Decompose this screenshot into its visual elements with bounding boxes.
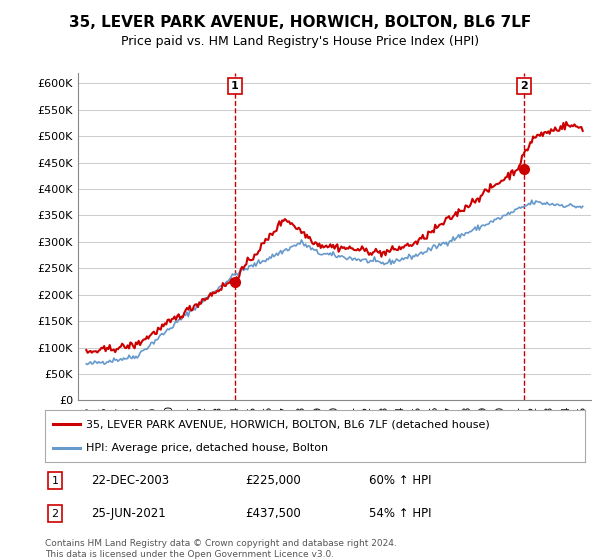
Text: 25-JUN-2021: 25-JUN-2021 bbox=[91, 507, 166, 520]
Text: HPI: Average price, detached house, Bolton: HPI: Average price, detached house, Bolt… bbox=[86, 443, 328, 453]
Text: 2: 2 bbox=[521, 81, 529, 91]
Text: 35, LEVER PARK AVENUE, HORWICH, BOLTON, BL6 7LF: 35, LEVER PARK AVENUE, HORWICH, BOLTON, … bbox=[69, 15, 531, 30]
Text: £225,000: £225,000 bbox=[245, 474, 301, 487]
Text: Contains HM Land Registry data © Crown copyright and database right 2024.
This d: Contains HM Land Registry data © Crown c… bbox=[45, 539, 397, 559]
Text: 54% ↑ HPI: 54% ↑ HPI bbox=[369, 507, 431, 520]
Text: 22-DEC-2003: 22-DEC-2003 bbox=[91, 474, 169, 487]
Text: 2: 2 bbox=[52, 508, 59, 519]
Text: £437,500: £437,500 bbox=[245, 507, 301, 520]
Text: 60% ↑ HPI: 60% ↑ HPI bbox=[369, 474, 431, 487]
Text: 1: 1 bbox=[52, 475, 58, 486]
Text: 1: 1 bbox=[231, 81, 239, 91]
Text: Price paid vs. HM Land Registry's House Price Index (HPI): Price paid vs. HM Land Registry's House … bbox=[121, 35, 479, 48]
Text: 35, LEVER PARK AVENUE, HORWICH, BOLTON, BL6 7LF (detached house): 35, LEVER PARK AVENUE, HORWICH, BOLTON, … bbox=[86, 419, 489, 430]
